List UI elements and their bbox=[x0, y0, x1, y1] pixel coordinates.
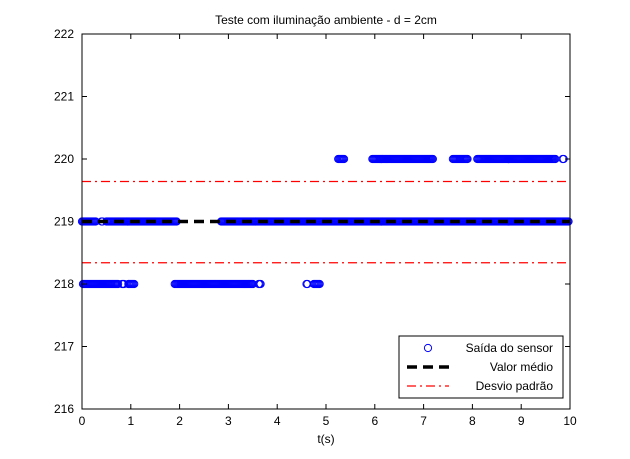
x-tick-label: 1 bbox=[127, 414, 134, 428]
x-tick-label: 7 bbox=[420, 414, 427, 428]
y-tick-label: 222 bbox=[54, 27, 74, 41]
y-tick-label: 219 bbox=[54, 215, 74, 229]
axis-ticks: 0 1 2 3 4 5 6 7 8 9 10 216 217 218 219 220 221 222 bbox=[54, 27, 577, 428]
reference-lines bbox=[82, 180, 570, 264]
data-point bbox=[463, 154, 472, 164]
data-point bbox=[256, 279, 265, 289]
x-tick-label: 10 bbox=[563, 414, 577, 428]
legend-label: Valor médio bbox=[490, 360, 553, 374]
y-tick-label: 218 bbox=[54, 277, 74, 291]
x-tick-label: 9 bbox=[518, 414, 525, 428]
data-point bbox=[428, 154, 437, 164]
legend-label: Desvio padrão bbox=[476, 379, 554, 393]
legend-label: Saída do sensor bbox=[466, 341, 553, 355]
y-tick-label: 221 bbox=[54, 90, 74, 104]
chart-title: Teste com iluminação ambiente - d = 2cm bbox=[215, 13, 437, 27]
x-axis-label: t(s) bbox=[317, 432, 334, 446]
x-tick-label: 5 bbox=[323, 414, 330, 428]
x-tick-label: 6 bbox=[371, 414, 378, 428]
x-tick-label: 2 bbox=[176, 414, 183, 428]
y-tick-label: 216 bbox=[54, 402, 74, 416]
y-tick-label: 217 bbox=[54, 340, 74, 354]
x-tick-label: 4 bbox=[274, 414, 281, 428]
x-tick-label: 3 bbox=[225, 414, 232, 428]
data-point bbox=[339, 154, 349, 164]
x-tick-label: 0 bbox=[79, 414, 86, 428]
legend-marker-sensor bbox=[423, 343, 433, 353]
data-point bbox=[130, 279, 139, 289]
y-tick-label: 220 bbox=[54, 152, 74, 166]
data-point bbox=[114, 279, 123, 289]
data-point bbox=[315, 279, 324, 289]
x-tick-label: 8 bbox=[469, 414, 476, 428]
legend: Saída do sensor Valor médio Desvio padrão bbox=[398, 335, 564, 399]
